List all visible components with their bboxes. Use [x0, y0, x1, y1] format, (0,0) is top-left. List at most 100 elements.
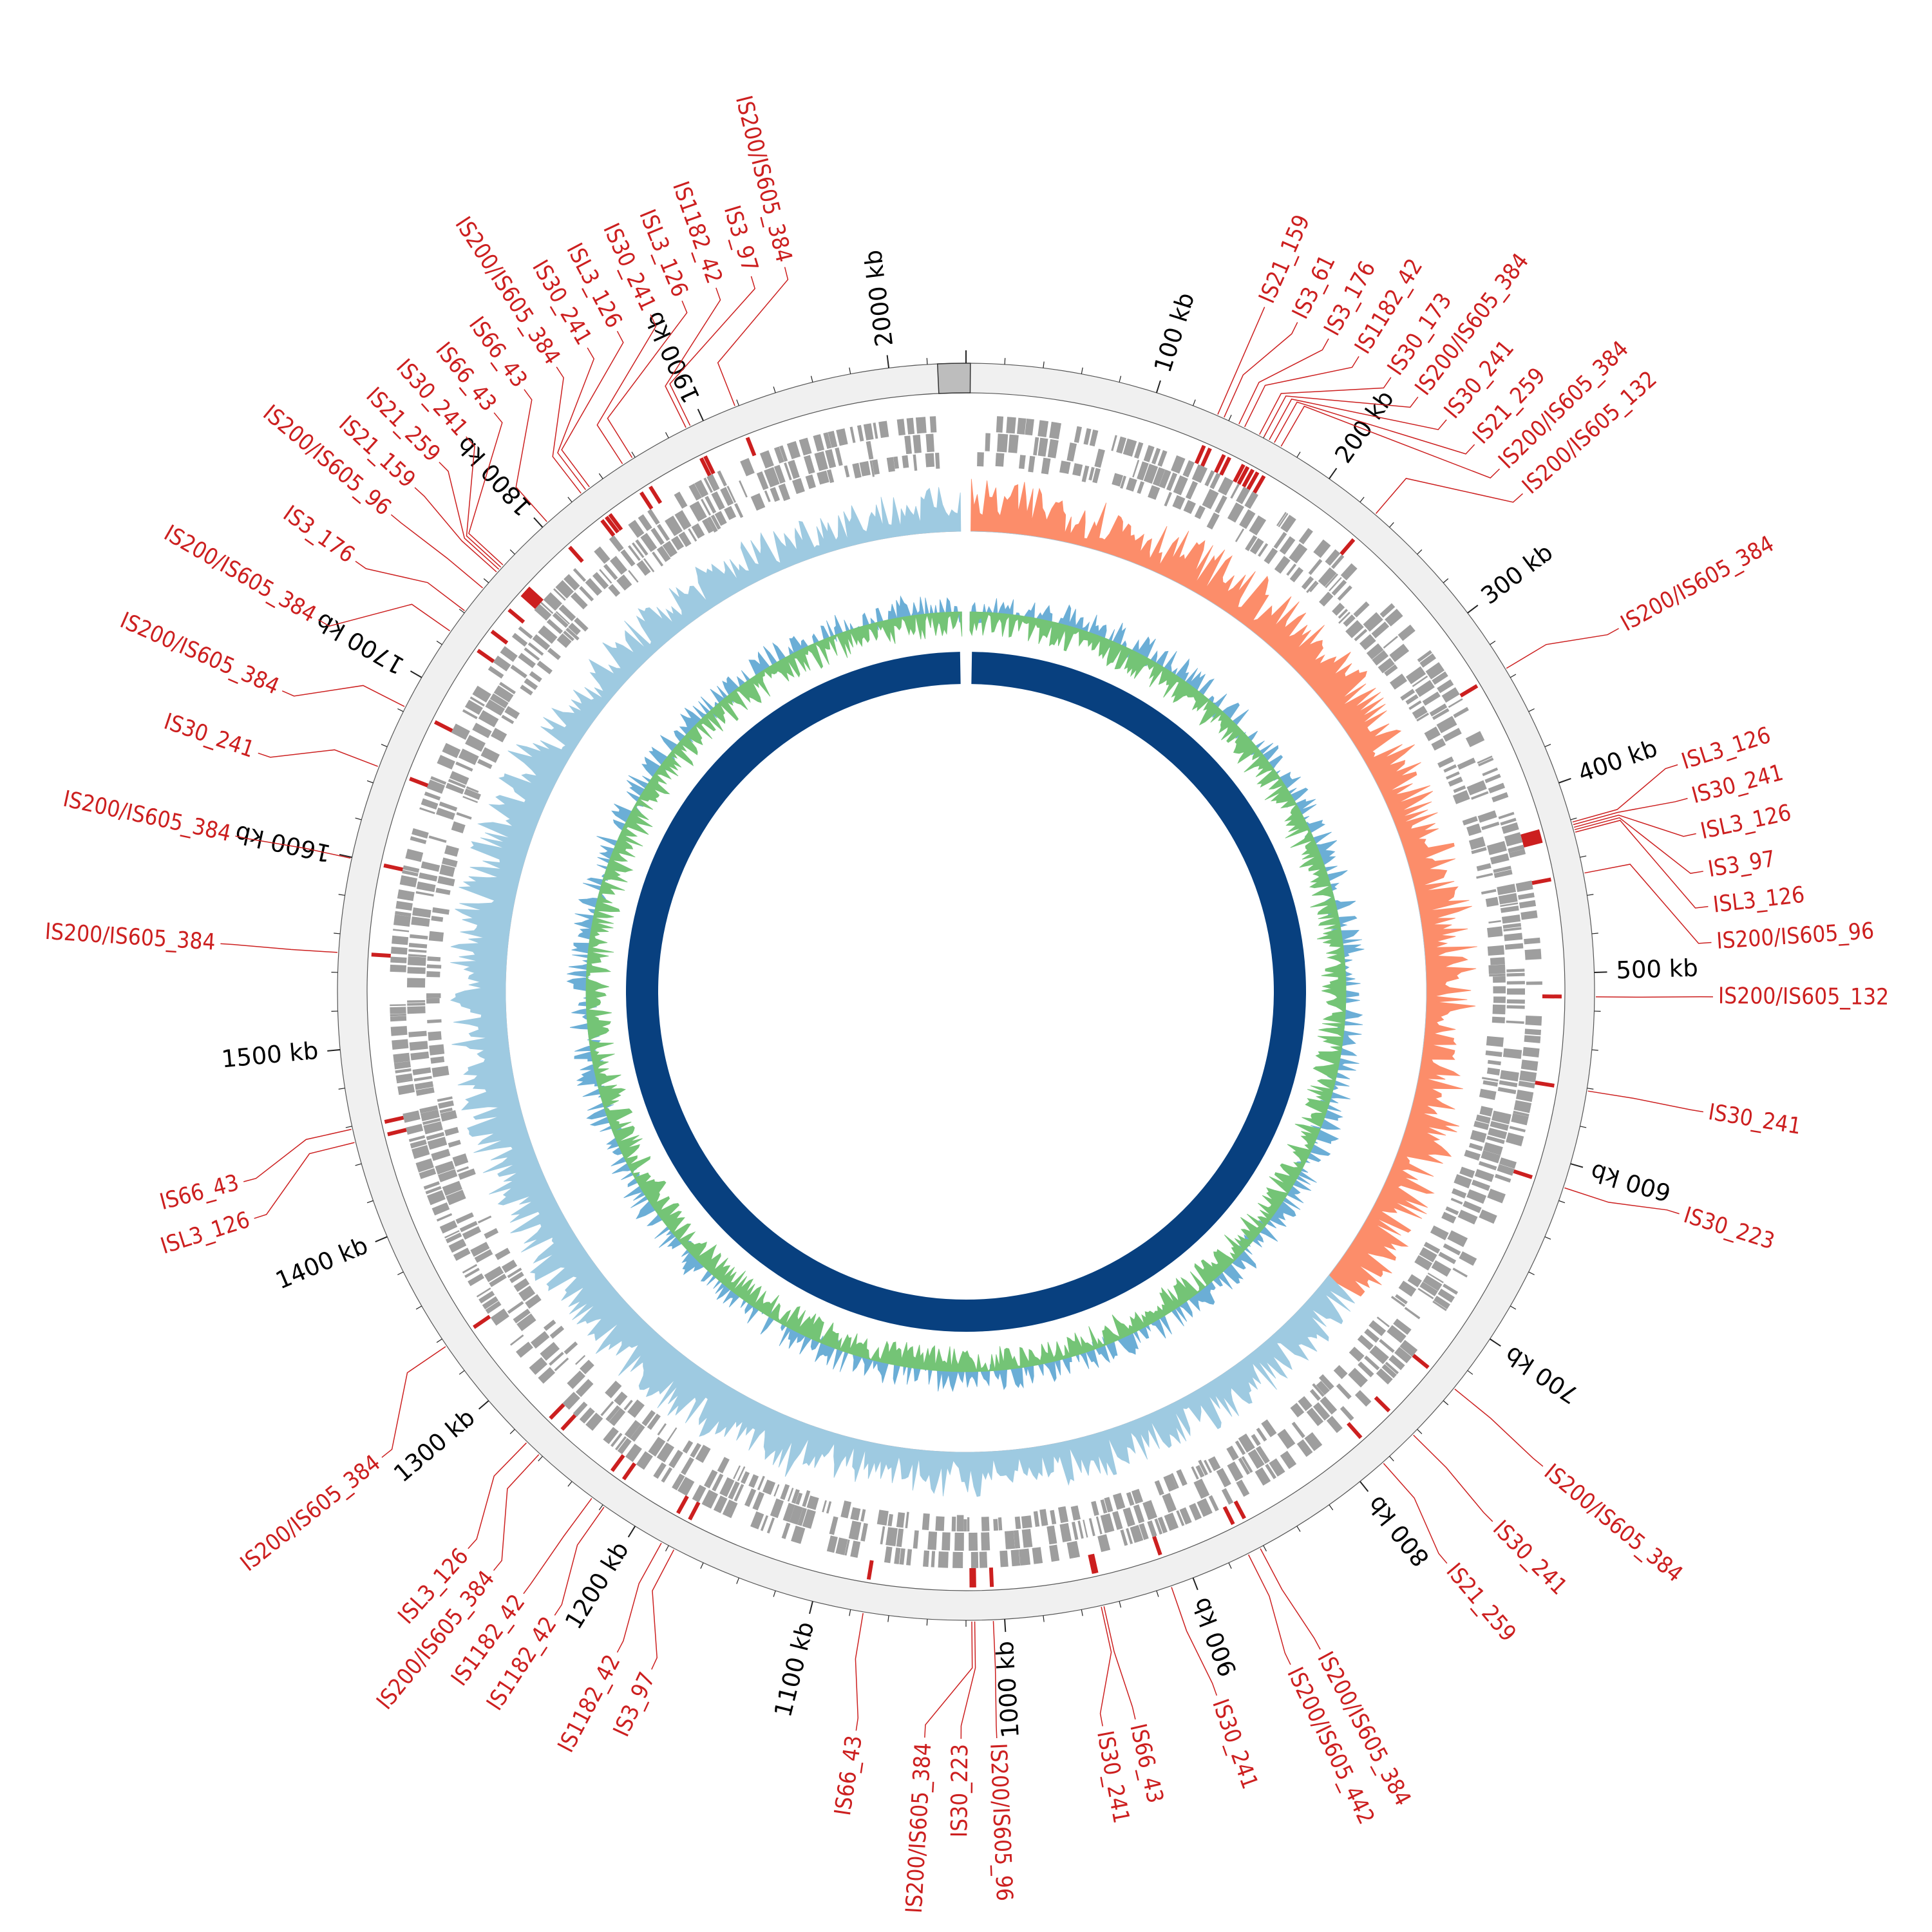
major-tick [1490, 1338, 1501, 1347]
gene-block [866, 440, 874, 460]
gene-block [1430, 1225, 1449, 1240]
minor-tick [631, 451, 636, 458]
callout-leader [1171, 1587, 1218, 1696]
gene-block [1519, 900, 1537, 909]
gene-block [1290, 1403, 1305, 1418]
gene-block [1389, 643, 1410, 662]
gene-block [899, 1548, 905, 1565]
minor-tick [567, 1481, 573, 1487]
gene-block [1513, 1110, 1530, 1117]
gene-block [1501, 914, 1521, 924]
callout-leader [1217, 307, 1265, 415]
callout-leader [1595, 996, 1713, 998]
gene-block [1313, 539, 1331, 558]
gene-block [835, 1537, 848, 1555]
gene-block [694, 480, 709, 498]
major-tick [339, 853, 352, 858]
major-tick [809, 1601, 813, 1615]
is-element-mark [1200, 448, 1212, 467]
gene-block [524, 647, 540, 661]
gene-block [470, 1242, 490, 1257]
gene-block [407, 1003, 426, 1006]
gene-block [1238, 1433, 1255, 1453]
gene-block [437, 875, 455, 887]
gene-block [1463, 1200, 1482, 1213]
gene-block [998, 1517, 1003, 1531]
inner-ring [625, 652, 1306, 1332]
gene-block [421, 798, 439, 810]
is-element-mark [522, 591, 540, 607]
minor-tick [736, 1577, 739, 1584]
gene-block [1191, 1466, 1199, 1480]
is-element-mark [649, 486, 663, 504]
gene-block [913, 434, 922, 453]
gene-block [1308, 558, 1323, 575]
gene-block [1383, 636, 1398, 649]
minor-tick [1156, 1590, 1159, 1597]
gene-block [1479, 1088, 1497, 1101]
gene-block [424, 791, 441, 801]
gene-block [448, 1238, 467, 1253]
gene-block [778, 483, 791, 502]
is-element-mark [477, 649, 495, 663]
gene-block [704, 1469, 718, 1489]
gene-block [409, 1041, 428, 1051]
gene-block [455, 1212, 474, 1224]
gene-block [1493, 986, 1506, 994]
major-tick [1329, 468, 1338, 479]
gene-block [1481, 889, 1497, 895]
gene-block [665, 515, 683, 536]
gene-block [893, 456, 899, 469]
gene-block [1487, 945, 1505, 956]
gene-block [739, 480, 748, 498]
is-element-label: IS30_241 [1092, 1728, 1134, 1825]
gene-block [1112, 473, 1124, 487]
is-element-label: IS200/IS605_384 [117, 608, 283, 700]
gene-block [1405, 666, 1426, 685]
callout-leader [468, 412, 504, 565]
gene-block [786, 440, 801, 460]
gene-block [1490, 853, 1510, 865]
gene-block [1400, 688, 1416, 701]
gene-block [1506, 1132, 1524, 1147]
gene-block [701, 1490, 719, 1509]
gene-block [1492, 1110, 1511, 1124]
gene-block [1091, 1501, 1099, 1516]
gene-block [1475, 1114, 1491, 1124]
gene-block [1235, 528, 1245, 542]
gene-block [1014, 1516, 1021, 1530]
gene-block [1506, 988, 1525, 995]
gene-block [1393, 1318, 1412, 1335]
gene-block [850, 1507, 861, 1521]
gene-block [1137, 481, 1145, 494]
gene-block [1197, 1498, 1213, 1517]
gene-block [925, 453, 935, 468]
gene-block [1501, 822, 1519, 834]
callout-leader [355, 560, 465, 611]
gene-block [428, 835, 447, 843]
gene-block [880, 1526, 886, 1545]
is-element-mark [600, 519, 616, 537]
gene-block [435, 808, 455, 820]
gene-block [1318, 1374, 1334, 1390]
gene-block [636, 1451, 653, 1470]
is-element-mark [676, 1495, 689, 1515]
gene-block [445, 1232, 462, 1244]
major-tick [697, 408, 704, 421]
gene-tracks [390, 416, 1542, 1568]
gene-block [1445, 771, 1460, 780]
is-element-mark [639, 491, 654, 510]
minor-tick [345, 1126, 352, 1128]
gene-block [1502, 923, 1522, 929]
gc-skew-negative [450, 487, 1427, 1497]
gene-block [419, 1168, 437, 1179]
gc-content-track [566, 595, 1365, 1392]
gene-block [1021, 1515, 1032, 1529]
gene-block [1447, 1230, 1468, 1247]
gene-block [432, 907, 450, 915]
gene-block [1497, 1164, 1515, 1176]
gene-block [1424, 726, 1441, 741]
gene-block [1462, 816, 1478, 826]
gene-block [1112, 1493, 1126, 1510]
